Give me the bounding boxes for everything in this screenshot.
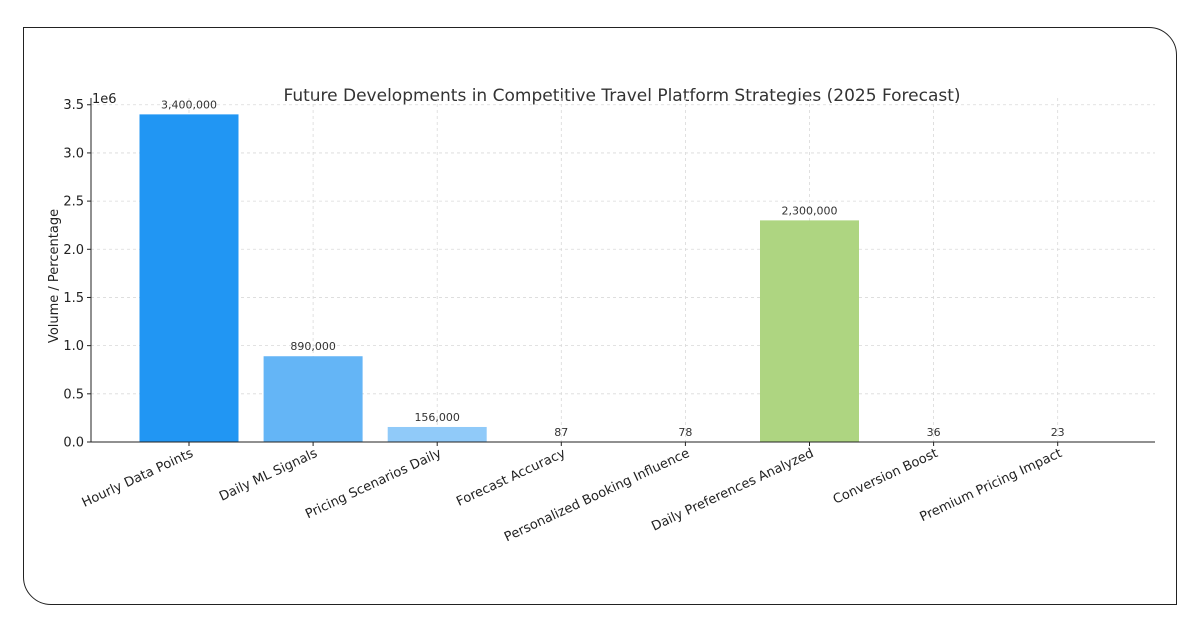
y-tick-label: 2.5 [63,195,84,210]
y-tick-label: 1.5 [63,291,84,306]
y-tick-label: 0.0 [63,436,84,451]
y-tick-label: 2.0 [63,243,84,258]
bar-value-label: 23 [1051,426,1065,439]
bar-value-label: 890,000 [290,340,336,353]
y-tick-label: 1.0 [63,339,84,354]
x-tick-label: Conversion Boost [831,446,940,508]
bar-value-label: 78 [678,426,692,439]
y-tick-label: 0.5 [63,387,84,402]
bar [387,426,487,442]
bar [760,220,859,442]
x-tick-label: Pricing Scenarios Daily [303,446,444,522]
chart-title: Future Developments in Competitive Trave… [283,86,960,106]
bar-value-label: 36 [927,426,941,439]
x-tick-label: Daily ML Signals [217,446,320,505]
y-axis-label: Volume / Percentage [47,209,62,343]
y-tick-label: 3.5 [63,98,84,113]
bar [263,356,363,442]
x-tick-label: Hourly Data Points [80,446,196,511]
bar [139,114,239,442]
x-tick-label: Premium Pricing Impact [918,446,1065,525]
y-tick-label: 3.0 [63,146,84,161]
x-tick-label: Forecast Accuracy [454,446,568,510]
bar-value-label: 156,000 [414,411,460,424]
y-axis-offset-label: 1e6 [92,92,117,107]
bar-value-label: 87 [554,426,568,439]
bar-value-label: 3,400,000 [161,98,217,111]
bar-value-label: 2,300,000 [782,204,838,217]
